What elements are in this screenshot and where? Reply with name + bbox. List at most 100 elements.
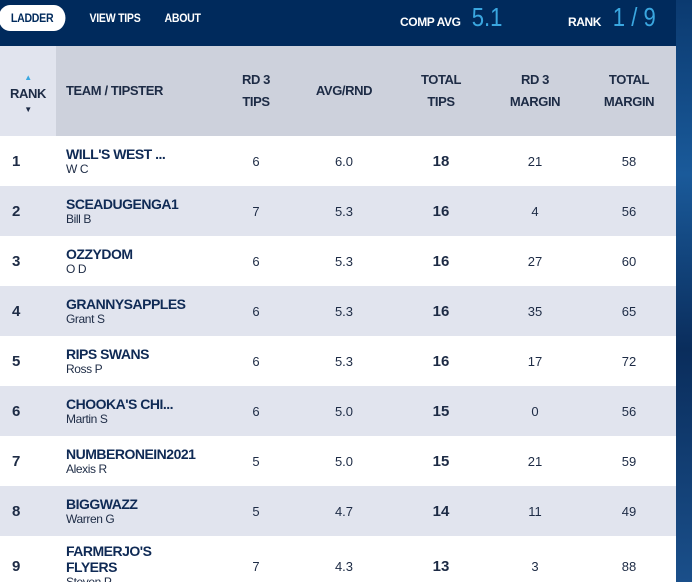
total-margin: 88: [621, 558, 637, 574]
rank: 5: [12, 352, 21, 370]
table-row[interactable]: 8 BIGGWAZZ Warren G 5 4.7 14 11 49: [0, 486, 676, 536]
rd3-tips: 6: [252, 153, 260, 169]
team-cell[interactable]: FARMERJO'S FLYERS Steven P: [56, 543, 218, 582]
table-row[interactable]: 3 OZZYDOM O D 6 5.3 16 27 60: [0, 236, 676, 286]
table-row[interactable]: 5 RIPS SWANS Ross P 6 5.3 16 17 72: [0, 336, 676, 386]
rd3-margin: 4: [531, 203, 539, 219]
rd3-tips: 6: [252, 253, 260, 269]
team-name[interactable]: GRANNYSAPPLES: [66, 296, 186, 312]
total-tips: 14: [432, 502, 450, 520]
ladder-app: LADDER VIEW TIPS ABOUT COMP AVG 5.1 RANK…: [0, 0, 676, 582]
team-name[interactable]: RIPS SWANS: [66, 346, 149, 362]
column-rank-sort[interactable]: ▲ RANK ▼: [0, 46, 56, 136]
total-tips: 15: [432, 402, 450, 420]
tipster-name: O D: [66, 262, 87, 276]
rd3-margin: 0: [531, 403, 539, 419]
table-row[interactable]: 2 SCEADUGENGA1 Bill B 7 5.3 16 4 56: [0, 186, 676, 236]
rd3-tips: 5: [252, 453, 260, 469]
tab-ladder[interactable]: LADDER: [0, 5, 66, 31]
tab-about[interactable]: ABOUT: [164, 11, 201, 25]
rank-stat: RANK 1 / 9: [568, 4, 660, 30]
rank: 8: [12, 502, 21, 520]
total-tips: 16: [432, 302, 450, 320]
total-tips: 18: [432, 152, 450, 170]
background-strip: [676, 0, 692, 582]
rd3-margin: 17: [527, 353, 543, 369]
tipster-name: Alexis R: [66, 462, 107, 476]
team-cell[interactable]: WILL'S WEST ... W C: [56, 146, 218, 176]
rd3-margin: 11: [528, 503, 542, 519]
rd3-tips: 7: [252, 558, 260, 574]
tipster-name: Martin S: [66, 412, 108, 426]
rank-label: RANK: [568, 15, 602, 29]
rank: 6: [12, 402, 21, 420]
table-header: ▲ RANK ▼ TEAM / TIPSTER RD 3 TIPS AVG/RN…: [0, 46, 676, 136]
column-header: RD 3 MARGIN: [509, 72, 561, 109]
comp-avg-value: 5.1: [471, 2, 503, 32]
rd3-tips: 7: [252, 203, 260, 219]
avg-per-round: 6.0: [334, 153, 354, 169]
rank: 4: [12, 302, 21, 320]
column-header: RD 3 TIPS: [241, 72, 271, 109]
avg-per-round: 5.3: [334, 203, 354, 219]
table-body: 1 WILL'S WEST ... W C 6 6.0 18 21 58 2 SCE…: [0, 136, 676, 582]
total-margin: 60: [621, 253, 637, 269]
table-row[interactable]: 1 WILL'S WEST ... W C 6 6.0 18 21 58: [0, 136, 676, 186]
column-header: RANK: [10, 86, 46, 101]
table-row[interactable]: 9 FARMERJO'S FLYERS Steven P 7 4.3 13 3 8…: [0, 536, 676, 582]
total-tips: 13: [432, 557, 450, 575]
column-header: TOTAL MARGIN: [603, 72, 655, 109]
rd3-margin: 27: [527, 253, 543, 269]
team-cell[interactable]: SCEADUGENGA1 Bill B: [56, 196, 218, 226]
rank: 2: [12, 202, 21, 220]
total-margin: 58: [621, 153, 637, 169]
tipster-name: W C: [66, 162, 89, 176]
team-name[interactable]: OZZYDOM: [66, 246, 133, 262]
rank: 9: [12, 557, 21, 575]
rd3-tips: 6: [252, 353, 260, 369]
rd3-tips: 5: [252, 503, 260, 519]
team-name[interactable]: BIGGWAZZ: [66, 496, 138, 512]
team-name[interactable]: WILL'S WEST ...: [66, 146, 166, 162]
total-tips: 15: [432, 452, 450, 470]
team-cell[interactable]: NUMBERONEIN2021 Alexis R: [56, 446, 218, 476]
rank: 3: [12, 252, 21, 270]
tipster-name: Ross P: [66, 362, 103, 376]
total-margin: 56: [621, 203, 637, 219]
column-header: TEAM / TIPSTER: [66, 83, 163, 98]
rd3-margin: 21: [527, 153, 543, 169]
top-bar: LADDER VIEW TIPS ABOUT COMP AVG 5.1 RANK…: [0, 0, 676, 46]
rank-value: 1 / 9: [612, 2, 656, 32]
rd3-margin: 21: [527, 453, 543, 469]
rank: 7: [12, 452, 21, 470]
table-row[interactable]: 7 NUMBERONEIN2021 Alexis R 5 5.0 15 21 59: [0, 436, 676, 486]
rd3-tips: 6: [252, 303, 260, 319]
rank: 1: [12, 152, 21, 170]
team-cell[interactable]: BIGGWAZZ Warren G: [56, 496, 218, 526]
tipster-name: Steven P: [66, 575, 112, 582]
avg-per-round: 4.7: [334, 503, 354, 519]
avg-per-round: 5.0: [334, 453, 354, 469]
team-name[interactable]: FARMERJO'S FLYERS: [66, 543, 152, 575]
total-margin: 56: [621, 403, 637, 419]
tab-view-tips[interactable]: VIEW TIPS: [89, 11, 141, 25]
team-name[interactable]: NUMBERONEIN2021: [66, 446, 196, 462]
table-row[interactable]: 4 GRANNYSAPPLES Grant S 6 5.3 16 35 65: [0, 286, 676, 336]
total-tips: 16: [432, 352, 450, 370]
table-row[interactable]: 6 CHOOKA'S CHI... Martin S 6 5.0 15 0 56: [0, 386, 676, 436]
team-cell[interactable]: GRANNYSAPPLES Grant S: [56, 296, 218, 326]
team-cell[interactable]: RIPS SWANS Ross P: [56, 346, 218, 376]
sort-up-icon[interactable]: ▲: [24, 73, 32, 82]
total-margin: 72: [621, 353, 637, 369]
team-cell[interactable]: OZZYDOM O D: [56, 246, 218, 276]
avg-per-round: 5.0: [334, 403, 354, 419]
team-name[interactable]: SCEADUGENGA1: [66, 196, 179, 212]
sort-down-icon[interactable]: ▼: [24, 105, 32, 114]
team-cell[interactable]: CHOOKA'S CHI... Martin S: [56, 396, 218, 426]
team-name[interactable]: CHOOKA'S CHI...: [66, 396, 174, 412]
total-margin: 49: [621, 503, 637, 519]
total-tips: 16: [432, 202, 450, 220]
rd3-tips: 6: [252, 403, 260, 419]
tipster-name: Grant S: [66, 312, 105, 326]
total-margin: 59: [621, 453, 637, 469]
